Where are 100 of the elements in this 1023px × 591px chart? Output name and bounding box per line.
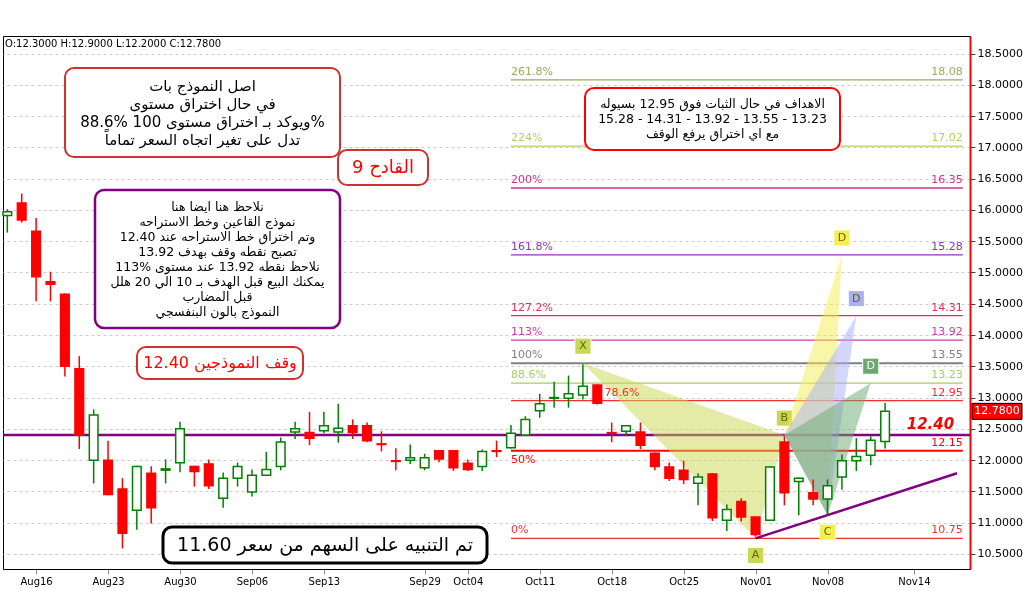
candlestick xyxy=(16,193,27,223)
candlestick xyxy=(520,416,531,436)
x-tick-label: Oct11 xyxy=(525,575,556,587)
candlestick xyxy=(836,454,847,490)
y-tick-label: 15.5000 xyxy=(977,234,1023,248)
y-tick-label: 16.5000 xyxy=(977,172,1023,186)
annotation: 50% xyxy=(510,452,536,466)
data-label: D xyxy=(852,291,861,305)
annotation: 200% xyxy=(510,173,543,187)
annotation: القادح 9 xyxy=(352,155,414,178)
candlestick xyxy=(318,411,329,434)
annotation: 113% xyxy=(510,325,543,339)
ref-line-label: 12.15 xyxy=(931,435,963,449)
candlestick xyxy=(721,504,732,531)
candlestick xyxy=(347,419,358,439)
x-tick-label: Nov08 xyxy=(811,575,845,587)
candlestick xyxy=(362,422,373,443)
y-tick-label: 11.5000 xyxy=(977,484,1023,498)
x-tick-label: Sep06 xyxy=(236,575,269,587)
y-tick-label: 18.5000 xyxy=(977,47,1023,61)
ref-line-label: 18.08 xyxy=(931,64,963,78)
data-label: A xyxy=(751,548,760,562)
ref-line-label: 14.31 xyxy=(931,300,963,314)
candlestick xyxy=(290,421,301,439)
data-label: B xyxy=(780,411,789,425)
candlestick xyxy=(577,364,588,400)
y-tick-label: 12.5000 xyxy=(977,422,1023,436)
candlestick xyxy=(736,498,747,522)
annotation: نلاحظ هنا ايضا هنا نموذج القاعين وخط الاستراحه وتم اختراق خط الاستراحه عند 12.40 تصبح نقطه وقف بهدف 13.92 نلاحظ نقطه 13.92 عند مستوى %113 يمكنك البيع قبل الهدف بـ 10 الي 20 هلل قبل المضارب النموذج بالون البنفسجي xyxy=(110,198,325,320)
x-tick-label: Sep13 xyxy=(308,575,341,587)
annotation: وقف النموذجين 12.40 xyxy=(143,353,297,373)
annotation: 100% xyxy=(510,348,543,362)
ref-line-label: 15.28 xyxy=(931,239,963,253)
candlestick xyxy=(505,424,517,449)
data-label: D xyxy=(866,359,875,373)
annotation: 127.2% xyxy=(510,300,553,314)
ref-line-label: 16.35 xyxy=(931,173,963,187)
y-tick-label: 10.5000 xyxy=(977,547,1023,561)
annotation: 161.8% xyxy=(510,239,553,253)
candlestick xyxy=(563,375,574,408)
ref-line-label: 13.23 xyxy=(931,368,963,382)
candlestick xyxy=(808,479,819,506)
candlestick xyxy=(261,451,272,476)
x-tick-label: Oct25 xyxy=(669,575,700,587)
x-tick-label: Sep29 xyxy=(409,575,441,587)
x-tick-label: Aug16 xyxy=(20,575,53,587)
candlestick xyxy=(189,465,200,487)
candlestick xyxy=(606,422,617,443)
x-tick-label: Nov01 xyxy=(739,575,773,587)
y-tick-label: 13.0000 xyxy=(977,391,1023,405)
ref-line-label: 13.55 xyxy=(931,348,963,362)
candlestick xyxy=(160,459,171,484)
candlestick xyxy=(822,479,833,515)
annotation: 0% xyxy=(510,523,529,537)
y-tick-label: 17.5000 xyxy=(977,109,1023,123)
ref-line-label: 17.02 xyxy=(931,131,963,145)
candlestick xyxy=(692,473,704,506)
data-label: X xyxy=(579,339,588,353)
candlestick xyxy=(232,462,243,487)
candlestick xyxy=(304,411,315,446)
annotation: تم التنبيه على السهم من سعر 11.60 xyxy=(177,533,473,556)
data-label: D xyxy=(837,230,847,244)
annotation: 78.6% xyxy=(604,385,640,399)
candlestick xyxy=(405,444,416,465)
candlestick xyxy=(477,449,488,471)
candlestick xyxy=(592,384,603,405)
candlestick xyxy=(246,469,258,497)
candlestick xyxy=(534,393,545,418)
candlestick xyxy=(376,431,387,452)
candlestick xyxy=(865,436,876,466)
x-tick-label: Oct04 xyxy=(453,575,484,587)
candlestick xyxy=(448,450,459,471)
candlestick xyxy=(851,438,862,471)
ref-line-label: 12.40 xyxy=(906,415,955,434)
y-tick-label: 17.0000 xyxy=(977,140,1023,154)
candlestick xyxy=(678,460,689,485)
y-tick-label: 18.0000 xyxy=(977,78,1023,92)
x-tick-label: Nov14 xyxy=(898,575,931,587)
y-tick-label: 11.0000 xyxy=(977,516,1023,530)
candlestick xyxy=(390,448,401,471)
candlestick xyxy=(203,459,214,490)
annotation: 88.6% xyxy=(510,368,546,382)
annotation: 224% xyxy=(510,131,543,145)
y-tick-label: 12.0000 xyxy=(977,453,1023,467)
y-tick-label: 13.5000 xyxy=(977,359,1023,373)
ref-line-label: 10.75 xyxy=(931,523,963,537)
candlestick xyxy=(549,381,560,408)
y-tick-label: 15.0000 xyxy=(977,265,1023,279)
data-label: C xyxy=(823,525,832,539)
candlestick xyxy=(45,271,56,302)
candlestick xyxy=(750,516,761,537)
candlestick xyxy=(333,403,344,443)
x-tick-label: Aug30 xyxy=(164,575,197,587)
annotation: 261.8% xyxy=(510,64,553,78)
x-tick-label: Oct18 xyxy=(597,575,628,587)
ref-line-label: 12.95 xyxy=(931,385,963,399)
y-tick-label: 16.0000 xyxy=(977,203,1023,217)
y-tick-label: 14.0000 xyxy=(977,328,1023,342)
candlestick xyxy=(218,472,229,508)
ref-line-label: 13.92 xyxy=(931,325,963,339)
